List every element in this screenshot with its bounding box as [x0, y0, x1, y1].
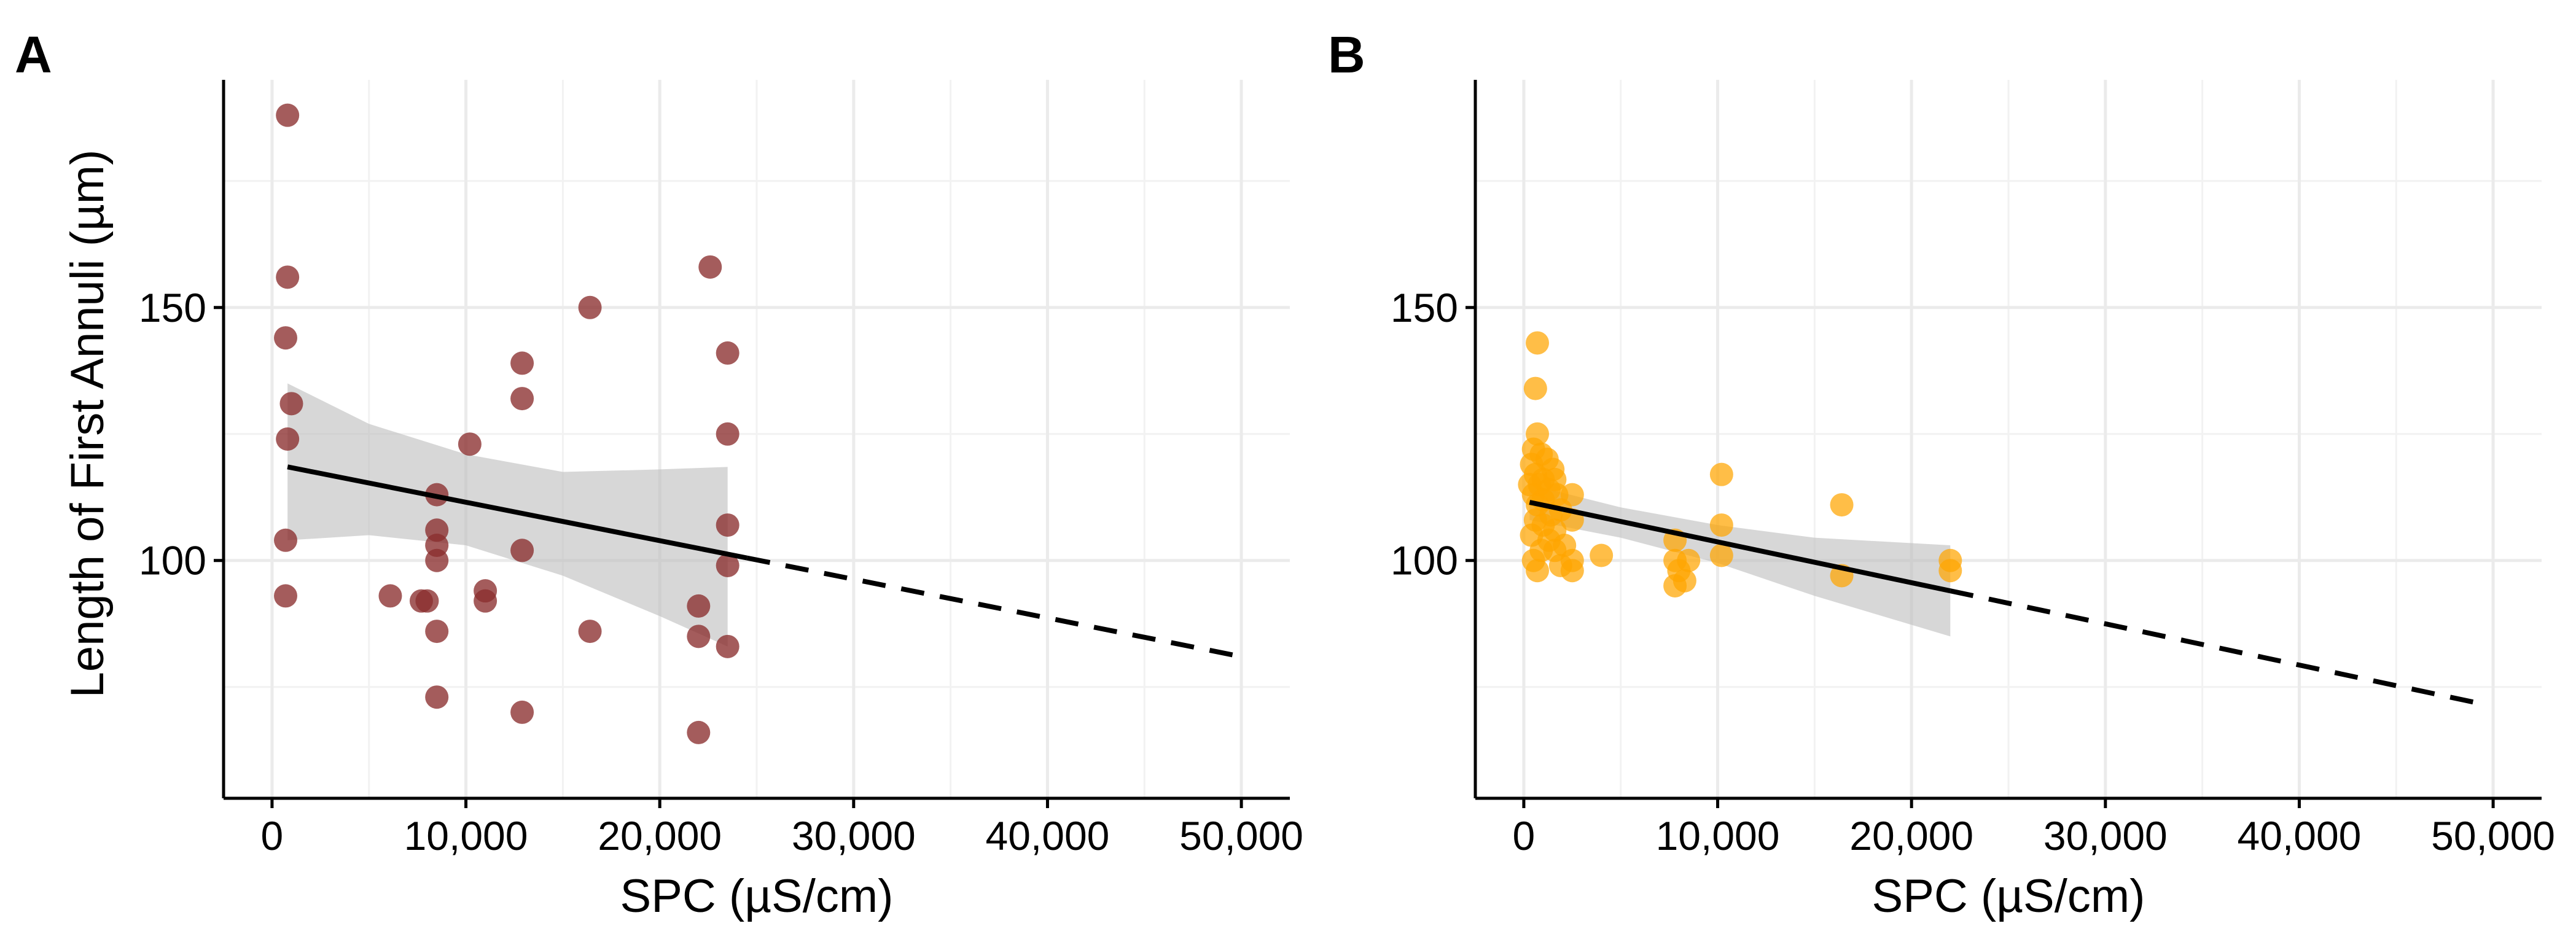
x-tick-label: 20,000: [598, 813, 722, 858]
data-point: [1830, 493, 1854, 517]
x-tick-label: 50,000: [1179, 813, 1303, 858]
data-point: [716, 513, 740, 537]
data-point: [276, 427, 300, 451]
x-axis-title: SPC (µS/cm): [1872, 870, 2145, 922]
data-point: [458, 432, 482, 456]
x-tick-label: 30,000: [2043, 813, 2168, 858]
data-point: [276, 265, 300, 289]
panel-letter: A: [15, 26, 52, 84]
confidence-band: [287, 383, 728, 647]
data-point: [279, 392, 303, 416]
data-point: [474, 589, 498, 613]
data-point: [425, 548, 449, 572]
data-point: [716, 422, 740, 446]
data-point: [1677, 548, 1701, 572]
data-point: [425, 620, 449, 644]
regression-line: [287, 464, 747, 561]
y-tick-label: 100: [1391, 538, 1458, 583]
x-tick-label: 0: [1513, 813, 1536, 858]
data-point: [274, 584, 298, 608]
data-point: [716, 341, 740, 365]
data-point: [1560, 559, 1584, 583]
x-tick-label: 50,000: [2431, 813, 2555, 858]
data-point: [510, 387, 534, 411]
data-point: [510, 351, 534, 375]
x-tick-label: 10,000: [404, 813, 528, 858]
data-point: [1526, 331, 1550, 355]
data-point: [687, 594, 711, 618]
data-point: [276, 103, 300, 127]
data-point: [1590, 543, 1614, 567]
data-point: [274, 326, 298, 350]
data-point: [1709, 462, 1733, 486]
data-point: [1663, 574, 1687, 597]
x-tick-label: 30,000: [792, 813, 916, 858]
data-point: [1938, 559, 1962, 583]
data-point: [1526, 559, 1550, 583]
data-point: [716, 634, 740, 658]
data-point: [1709, 543, 1733, 567]
data-point: [1709, 513, 1733, 537]
regression-extrapolation: [746, 555, 1242, 660]
x-tick-label: 40,000: [2238, 813, 2362, 858]
panel-a: A 0 10,000 20,000 30,000 40,000 50,000 100 150 SP…: [15, 26, 1303, 922]
regression-line: [1529, 500, 1951, 594]
x-tick-label: 40,000: [986, 813, 1110, 858]
y-tick-label: 150: [139, 285, 206, 330]
data-point: [510, 700, 534, 724]
x-tick-label: 0: [261, 813, 284, 858]
x-axis-title: SPC (µS/cm): [620, 870, 894, 922]
data-point: [415, 589, 439, 613]
x-tick-label: 20,000: [1849, 813, 1973, 858]
data-point: [274, 528, 298, 552]
data-point: [578, 620, 602, 644]
data-point: [425, 685, 449, 709]
x-tick-label: 10,000: [1656, 813, 1780, 858]
data-point: [578, 295, 602, 319]
y-tick-label: 150: [1391, 285, 1458, 330]
data-point: [510, 539, 534, 562]
panel-b: B 0 10,000 20,000 30,000 40,000 50,000 100 150 SP…: [1328, 26, 2555, 922]
data-point: [687, 625, 711, 648]
y-axis-title: Length of First Annuli (µm): [61, 150, 114, 698]
panel-letter: B: [1328, 26, 1365, 84]
data-point: [716, 553, 740, 577]
data-point: [1523, 376, 1547, 400]
data-point: [378, 584, 402, 608]
regression-extrapolation: [1950, 588, 2475, 705]
y-tick-label: 100: [139, 538, 206, 583]
data-point: [698, 255, 722, 279]
data-point: [687, 720, 711, 744]
